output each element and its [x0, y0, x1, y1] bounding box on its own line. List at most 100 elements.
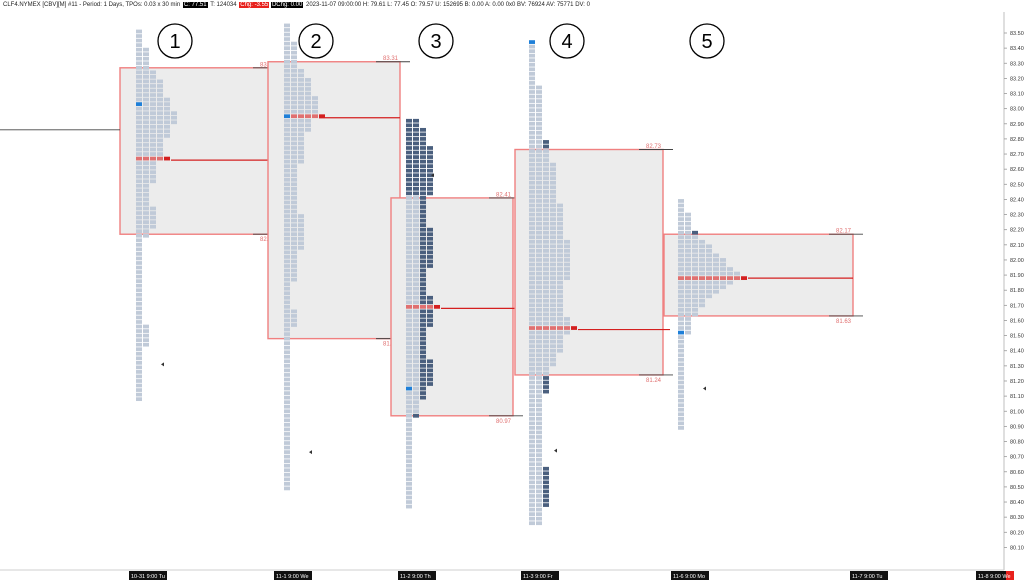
tpo-block — [529, 85, 535, 90]
tpo-block — [420, 200, 426, 205]
tpo-block — [543, 480, 549, 485]
tpo-block — [678, 317, 684, 321]
tpo-block — [713, 276, 719, 280]
tpo-block — [413, 413, 419, 418]
tpo-block — [543, 312, 549, 317]
tpo-block — [536, 212, 542, 217]
tpo-block — [529, 144, 535, 149]
tpo-block — [305, 127, 311, 132]
tpo-block — [413, 323, 419, 327]
tpo-block — [420, 196, 426, 200]
tpo-block — [291, 205, 297, 209]
tpo-block — [536, 130, 542, 135]
tpo-block — [699, 285, 705, 290]
tpo-block — [699, 289, 705, 294]
tpo-block — [529, 71, 535, 76]
tpo-block — [536, 117, 542, 122]
tpo-block — [564, 239, 570, 244]
tpo-block — [406, 223, 412, 228]
tpo-block — [406, 227, 412, 232]
tpo-block — [291, 173, 297, 178]
tpo-block — [406, 377, 412, 382]
profile-5: 82.17 81.63 5 — [663, 23, 863, 430]
tpo-block — [529, 357, 535, 362]
tpo-block — [557, 262, 563, 267]
tpo-block — [157, 102, 163, 106]
tpo-block — [406, 232, 412, 237]
tpo-block — [284, 368, 290, 373]
time-axis-label: 11-6 9:00 Mo — [673, 574, 705, 580]
tpo-block — [413, 336, 419, 341]
time-axis-label: 11-7 9:00 Tu — [852, 574, 882, 580]
tpo-block — [291, 91, 297, 96]
tpo-block — [536, 94, 542, 99]
tpo-block — [150, 152, 156, 156]
tpo-block — [406, 386, 412, 391]
tpo-block — [564, 244, 570, 249]
tpo-block — [305, 91, 311, 96]
tpo-block — [157, 97, 163, 102]
tpo-block — [706, 280, 712, 285]
tpo-block — [406, 304, 412, 309]
profile-1: 83.2782.171 — [119, 23, 287, 402]
tpo-block — [150, 120, 156, 125]
tpo-block — [543, 167, 549, 172]
tpo-block — [413, 259, 419, 264]
tpo-block — [406, 368, 412, 373]
price-tick-label: 80.90 — [1010, 424, 1024, 430]
tpo-block — [298, 214, 304, 218]
tpo-block — [291, 268, 297, 273]
tpo-block — [685, 249, 691, 253]
tpo-block — [136, 297, 142, 302]
profile-number-circle — [298, 23, 334, 59]
tpo-block — [678, 371, 684, 376]
tpo-block — [284, 59, 290, 64]
tpo-block — [143, 179, 149, 184]
tpo-block — [536, 367, 542, 371]
tpo-block — [543, 289, 549, 294]
tpo-block — [678, 407, 684, 412]
tpo-block — [298, 123, 304, 128]
tpo-block — [150, 220, 156, 224]
tpo-block — [291, 250, 297, 255]
tpo-block — [406, 345, 412, 350]
time-label-box — [671, 571, 709, 580]
tpo-block — [298, 100, 304, 105]
tpo-block — [427, 173, 433, 178]
tpo-block — [529, 140, 535, 144]
tpo-block — [284, 318, 290, 323]
tpo-block — [136, 38, 142, 43]
tpo-block — [543, 466, 549, 471]
tpo-block — [420, 232, 426, 237]
tpo-block — [284, 177, 290, 182]
tpo-block — [291, 186, 297, 191]
tpo-block — [136, 320, 142, 324]
tpo-block — [536, 312, 542, 317]
tpo-block — [557, 298, 563, 303]
tpo-block — [536, 230, 542, 235]
tpo-block — [529, 430, 535, 435]
tpo-block — [291, 123, 297, 128]
close-badge: C: 77.51 — [182, 2, 208, 8]
tpo-block — [406, 336, 412, 341]
tpo-block — [284, 41, 290, 46]
tpo-block — [529, 171, 535, 176]
tpo-block — [284, 168, 290, 173]
tpo-block — [406, 327, 412, 332]
tpo-block — [550, 235, 556, 240]
tpo-block — [427, 186, 433, 191]
tpo-block — [284, 196, 290, 200]
tpo-block — [284, 218, 290, 223]
tpo-block — [406, 137, 412, 141]
tpo-block — [284, 118, 290, 123]
tpo-block — [136, 270, 142, 274]
tpo-block — [136, 392, 142, 397]
tpo-block — [298, 114, 304, 119]
tpo-block — [143, 229, 149, 234]
tpo-block — [284, 105, 290, 110]
tpo-block — [529, 276, 535, 280]
tpo-block — [284, 472, 290, 477]
tpo-block — [157, 84, 163, 88]
tpo-block — [406, 159, 412, 164]
